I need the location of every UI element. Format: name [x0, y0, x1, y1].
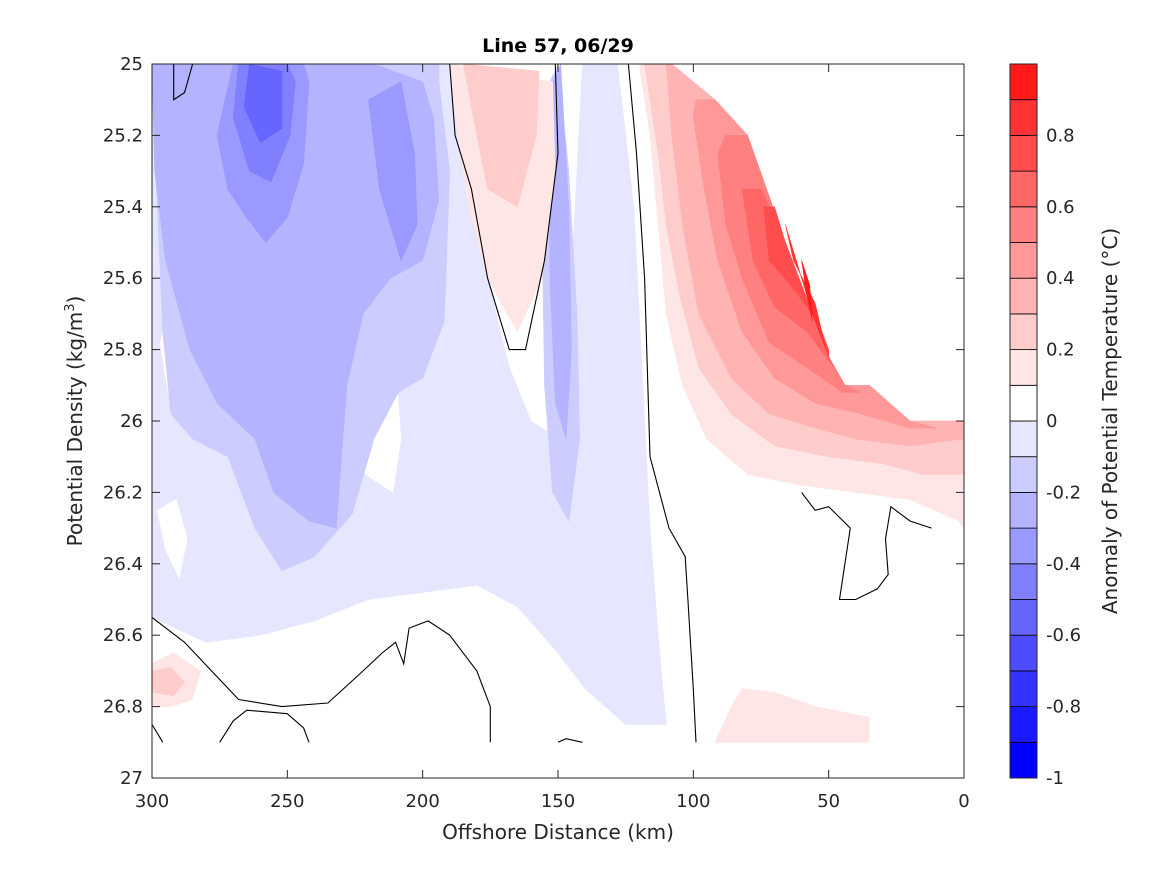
colorbar-swatch: [1009, 134, 1038, 172]
zero-contour-7: [801, 492, 932, 601]
colorbar-swatch: [1009, 313, 1038, 350]
colorbar-swatch: [1009, 99, 1038, 136]
contour-region-11: [243, 63, 283, 143]
y-axis: 25 25.2 25.4 25.6 25.8 26 26.2 26.4 26.6 26.8 27: [103, 54, 964, 789]
colorbar-swatch: [1009, 527, 1038, 565]
x-tick-label: 250: [270, 791, 304, 812]
colorbar-swatch: [1009, 420, 1038, 458]
zero-contour-4: [151, 724, 164, 743]
y-tick-label: 25.4: [103, 197, 143, 218]
colorbar-tick-label: -0.4: [1046, 554, 1081, 575]
x-axis: 300 250 200 150 100 50 0: [135, 64, 970, 812]
colorbar-swatch: [1009, 170, 1038, 208]
zero-contour-2: [627, 63, 697, 743]
y-axis-label: Potential Density (kg/m3): [63, 296, 87, 547]
contour-region-23: [763, 206, 830, 357]
colorbar-tick-label: -1: [1046, 768, 1064, 789]
contour-region-25: [801, 260, 813, 322]
x-tick-label: 100: [676, 791, 710, 812]
zero-contour-3: [151, 616, 491, 743]
contour-fill-layer: [151, 62, 965, 743]
colorbar-tick-label: -0.8: [1046, 697, 1081, 718]
colorbar-swatch: [1009, 349, 1038, 386]
y-tick-label: 26.8: [103, 697, 143, 718]
colorbar: [1009, 63, 1038, 779]
colorbar-tick-label: 0.2: [1046, 340, 1075, 361]
colorbar-label: Anomaly of Potential Temperature (°C): [1098, 228, 1122, 614]
colorbar-tick-label: 0.4: [1046, 268, 1075, 289]
colorbar-swatch: [1009, 741, 1038, 779]
zero-contour-1: [449, 63, 559, 351]
colorbar-swatch: [1009, 456, 1038, 493]
y-tick-label: 25.8: [103, 340, 143, 361]
colorbar-swatch: [1009, 599, 1038, 636]
y-tick-label: 25: [120, 54, 143, 75]
y-tick-label: 25.6: [103, 268, 143, 289]
contour-region-6: [151, 63, 440, 529]
colorbar-ticks: -1 -0.8 -0.6 -0.4 -0.2 0 0.2 0.4 0.6 0.8: [1030, 125, 1081, 789]
chart-title: Line 57, 06/29: [482, 35, 634, 57]
colorbar-tick-label: -0.6: [1046, 625, 1081, 646]
colorbar-swatch: [1009, 670, 1038, 708]
zero-contour-6: [557, 738, 583, 743]
y-tick-label: 26.4: [103, 554, 143, 575]
contour-region-13: [462, 63, 540, 208]
contour-region-9: [368, 81, 418, 262]
colorbar-swatch: [1009, 277, 1038, 315]
zero-contour-0: [173, 63, 194, 101]
colorbar-swatch: [1009, 634, 1038, 672]
x-axis-label: Offshore Distance (km): [442, 820, 674, 844]
colorbar-tick-label: -0.2: [1046, 482, 1081, 503]
x-tick-label: 150: [541, 791, 575, 812]
colorbar-tick-label: 0.8: [1046, 125, 1075, 146]
x-tick-label: 0: [958, 791, 969, 812]
zero-contour-5: [219, 709, 310, 743]
y-tick-label: 27: [120, 768, 143, 789]
x-tick-label: 50: [817, 791, 840, 812]
x-tick-label: 200: [405, 791, 439, 812]
x-tick-label: 300: [135, 791, 169, 812]
colorbar-swatch: [1009, 63, 1038, 101]
colorbar-swatch: [1009, 491, 1038, 529]
y-tick-label: 26.6: [103, 625, 143, 646]
colorbar-tick-label: 0: [1046, 411, 1057, 432]
y-tick-label: 26.2: [103, 482, 143, 503]
zero-contour-layer: [151, 63, 932, 743]
contour-region-1: [157, 499, 188, 580]
contour-region-16: [714, 688, 870, 743]
y-tick-label: 26: [120, 411, 143, 432]
colorbar-swatch: [1009, 706, 1038, 743]
colorbar-swatch: [1009, 242, 1038, 279]
colorbar-tick-label: 0.6: [1046, 197, 1075, 218]
y-tick-label: 25.2: [103, 125, 143, 146]
colorbar-swatch: [1009, 384, 1038, 422]
colorbar-swatch: [1009, 206, 1038, 243]
colorbar-swatch: [1009, 563, 1038, 600]
